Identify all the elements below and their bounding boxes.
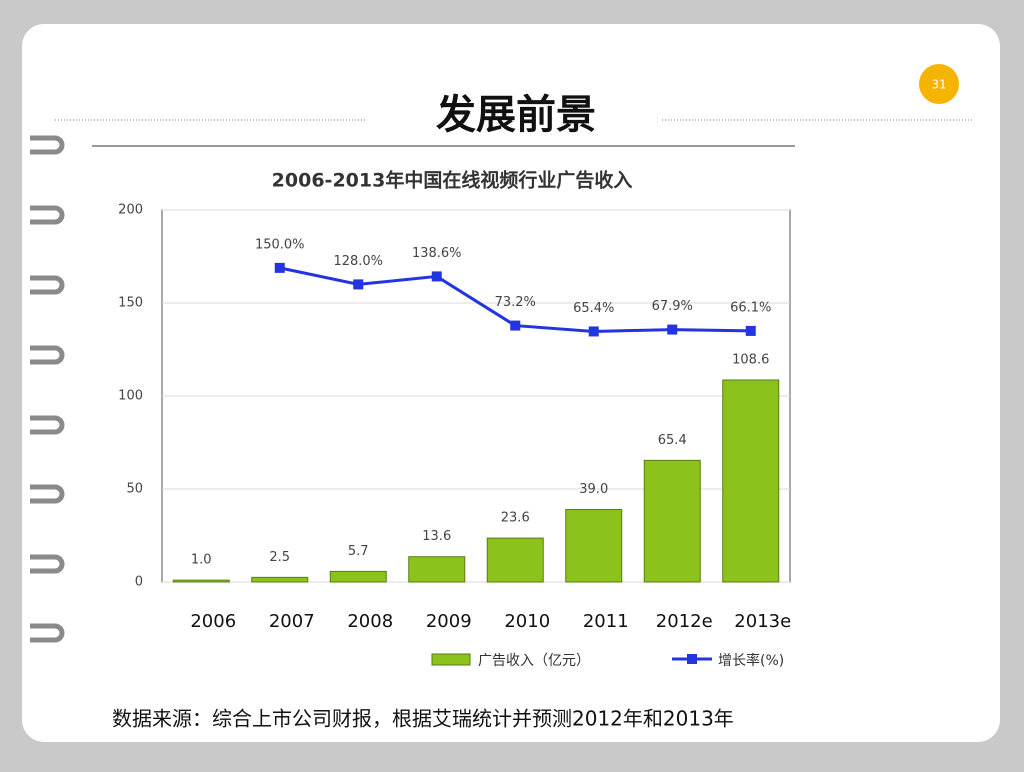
legend-label: 增长率(%): [718, 652, 784, 669]
line-marker: [274, 262, 285, 273]
legend-label: 广告收入（亿元）: [478, 653, 590, 669]
x-tick-label: 2006: [190, 611, 236, 632]
y-tick-label: 150: [118, 296, 143, 311]
line-marker: [588, 326, 599, 337]
data-label: 1.0: [191, 553, 212, 568]
data-label: 5.7: [348, 544, 369, 559]
line-marker: [353, 279, 364, 290]
data-label: 66.1%: [730, 300, 771, 315]
bar: [329, 570, 387, 583]
bar: [643, 459, 701, 583]
binder-rings: [30, 135, 65, 643]
x-tick-label: 2009: [426, 611, 472, 632]
legend-marker: [687, 654, 697, 664]
bar: [408, 556, 466, 583]
bar: [565, 508, 623, 583]
y-tick-label: 200: [118, 203, 143, 218]
data-label: 138.6%: [412, 246, 462, 261]
line-marker: [745, 325, 756, 336]
x-tick-label: 2011: [583, 611, 629, 632]
bar: [486, 537, 544, 583]
data-label: 65.4%: [573, 301, 614, 316]
x-tick-label: 2007: [269, 611, 315, 632]
x-tick-label: 2012e: [656, 611, 713, 632]
data-label: 150.0%: [255, 237, 305, 252]
bar: [172, 579, 230, 583]
data-label: 67.9%: [652, 299, 693, 314]
y-tick-label: 100: [118, 389, 143, 404]
x-tick-label: 2013e: [734, 611, 791, 632]
data-label: 65.4: [658, 433, 687, 448]
x-tick-label: 2008: [347, 611, 393, 632]
x-tick-label: 2010: [504, 611, 550, 632]
page-number: 31: [931, 78, 946, 92]
data-label: 39.0: [579, 482, 608, 497]
page-badge: [919, 64, 959, 104]
slide-title: 发展前景: [436, 92, 596, 138]
line-marker: [431, 271, 442, 282]
data-label: 13.6: [422, 529, 451, 544]
data-label: 128.0%: [333, 254, 383, 269]
bar: [251, 576, 309, 583]
data-label: 108.6: [732, 353, 769, 368]
bar: [722, 379, 780, 583]
data-label: 73.2%: [495, 295, 536, 310]
data-label: 2.5: [269, 550, 290, 565]
line-marker: [510, 320, 521, 331]
chart-title: 2006-2013年中国在线视频行业广告收入: [272, 169, 633, 192]
line-marker: [667, 324, 678, 335]
source-note: 数据来源：综合上市公司财报，根据艾瑞统计并预测2012年和2013年: [112, 707, 734, 731]
data-label: 23.6: [501, 511, 530, 526]
legend-swatch: [431, 653, 471, 666]
y-tick-label: 50: [126, 482, 143, 497]
y-tick-label: 0: [135, 575, 143, 590]
